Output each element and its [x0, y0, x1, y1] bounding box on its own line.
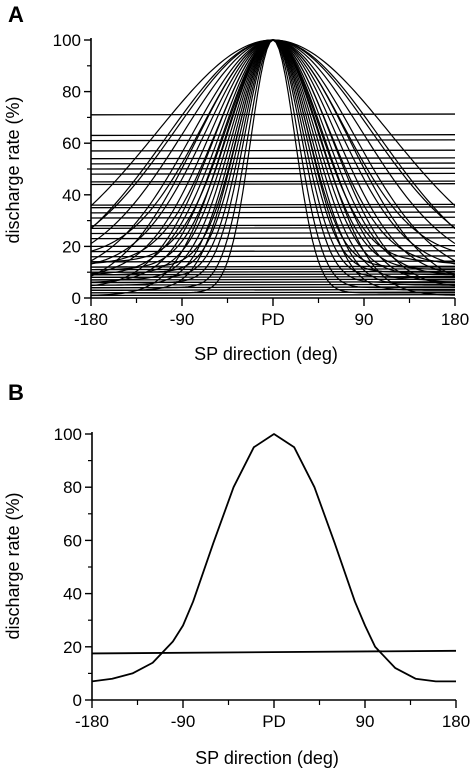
panel-b-letter: B — [8, 380, 24, 405]
x-tick-label: 180 — [441, 310, 469, 329]
panel-a: A 0 20 40 60 80 100 -180 -90 PD 90 180 discharge r… — [3, 2, 469, 364]
y-tick-label: 60 — [62, 134, 81, 153]
y-tick-label: 100 — [53, 31, 81, 50]
tuned-curve — [91, 39, 455, 271]
untuned-curve — [91, 167, 455, 170]
y-tick-label: 60 — [63, 531, 82, 550]
x-tick-label: -180 — [74, 310, 108, 329]
untuned-curve — [91, 273, 455, 276]
tuned-curve — [91, 39, 455, 265]
untuned-curve — [91, 260, 455, 263]
tuned-curve — [91, 39, 455, 229]
untuned-mean-line — [92, 649, 456, 655]
x-tick-label: 90 — [356, 712, 375, 731]
y-tick-label: 80 — [62, 83, 81, 102]
untuned-curve — [91, 180, 455, 183]
untuned-curve — [91, 268, 455, 271]
untuned-curve — [91, 203, 455, 206]
x-tick-label: 180 — [442, 712, 470, 731]
untuned-curve — [91, 244, 455, 248]
untuned-curve — [91, 216, 455, 219]
untuned-curve — [91, 139, 455, 142]
untuned-curve — [91, 172, 455, 175]
untuned-curve — [91, 113, 455, 116]
y-tick-label: 40 — [62, 186, 81, 205]
untuned-curve — [91, 157, 455, 160]
untuned-curve — [91, 250, 455, 253]
untuned-curve — [91, 183, 455, 186]
y-tick-label: 20 — [63, 638, 82, 657]
panel-b: B 0 20 40 60 80 100 -180 -90 PD 90 180 discharge r… — [3, 380, 470, 768]
y-tick-label: 0 — [72, 289, 81, 308]
panel-b-x-axis-title: SP direction (deg) — [195, 748, 339, 768]
untuned-curve — [91, 134, 455, 137]
untuned-curve — [91, 232, 455, 235]
x-tick-label: -180 — [75, 712, 109, 731]
untuned-curve — [91, 293, 455, 297]
x-tick-label: 90 — [355, 310, 374, 329]
plot-b-area: 0 20 40 60 80 100 -180 -90 PD 90 180 — [54, 425, 471, 731]
untuned-curve — [91, 255, 455, 258]
untuned-curve — [91, 226, 455, 229]
untuned-curve — [91, 162, 455, 165]
y-tick-label: 100 — [54, 425, 82, 444]
untuned-curve — [91, 224, 455, 227]
tuned-curve — [91, 39, 455, 281]
plot-a-area: 0 20 40 60 80 100 -180 -90 PD 90 180 — [53, 31, 470, 329]
tuned-curve — [91, 39, 455, 207]
population-tuning-curve — [92, 433, 456, 683]
untuned-curve — [91, 206, 455, 209]
x-tick-label: -90 — [171, 712, 196, 731]
untuned-curve — [91, 278, 455, 281]
untuned-curve — [91, 149, 455, 152]
untuned-curve — [91, 237, 455, 240]
x-tick-label: PD — [262, 712, 286, 731]
panel-b-y-axis-title: discharge rate (%) — [3, 492, 23, 639]
y-tick-label: 80 — [63, 478, 82, 497]
panel-a-letter: A — [8, 2, 24, 27]
y-tick-label: 0 — [73, 691, 82, 710]
data-layer — [92, 433, 456, 683]
panel-a-x-axis-title: SP direction (deg) — [194, 344, 338, 364]
x-tick-label: PD — [261, 310, 285, 329]
data-layer — [91, 39, 455, 297]
panel-a-y-axis-title: discharge rate (%) — [3, 96, 23, 243]
y-tick-label: 40 — [63, 585, 82, 604]
untuned-curve — [91, 211, 455, 214]
y-tick-label: 20 — [62, 237, 81, 256]
x-tick-label: -90 — [170, 310, 195, 329]
